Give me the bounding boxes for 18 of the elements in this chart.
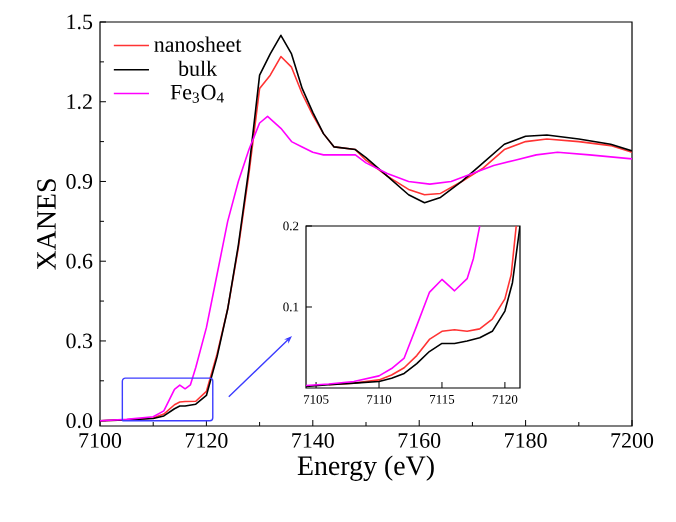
y-tick-label: 1.2	[67, 94, 92, 110]
x-tick-label: 7120	[185, 433, 228, 448]
y-tick-label: 1.5	[67, 14, 93, 30]
y-tick-label: 0.6	[66, 253, 93, 269]
x-tick-label: 7180	[505, 433, 547, 448]
x-axis-title: Energy (eV)	[297, 455, 434, 481]
legend-label: Fe$_{3}$O$_{4}$	[170, 84, 224, 103]
y-tick-label: 0.3	[66, 333, 93, 349]
y-tick-label: 0.0	[66, 413, 93, 429]
x-tick-label: 7160	[398, 433, 441, 448]
x-tick-label: 7140	[292, 433, 334, 448]
x-tick-label: 7100	[79, 433, 122, 448]
line-series	[306, 225, 481, 387]
y-axis-title: XANES	[37, 179, 56, 270]
y-tick-label: 0.9	[66, 174, 93, 189]
legend-label: bulk	[178, 60, 218, 77]
x-tick-label: 7200	[611, 433, 654, 448]
legend-label: nanosheet	[154, 36, 242, 52]
